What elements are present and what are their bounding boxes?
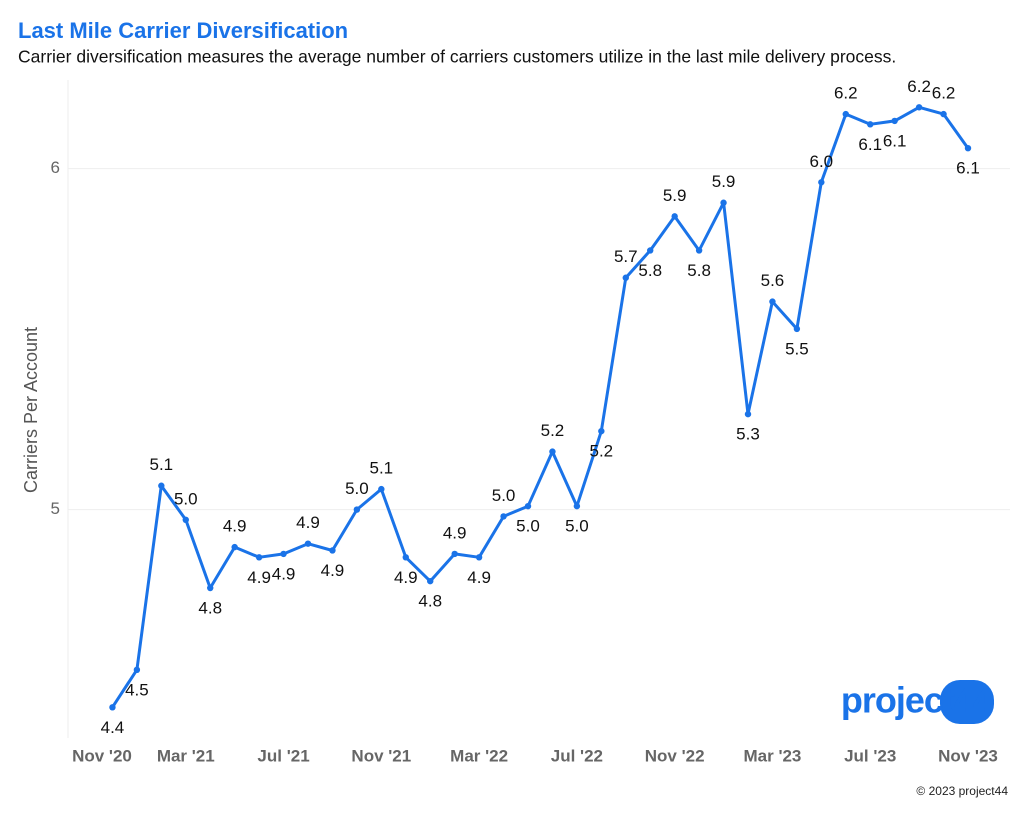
point xyxy=(622,274,629,281)
logo: project44 xyxy=(841,680,993,721)
point xyxy=(182,516,189,524)
point xyxy=(255,554,263,561)
point xyxy=(378,485,385,493)
point xyxy=(720,199,727,206)
value-label: 5.5 xyxy=(785,339,809,358)
value-label: 5.1 xyxy=(150,455,174,474)
x-tick-label: Nov '23 xyxy=(938,746,998,765)
point xyxy=(329,547,336,554)
x-tick-label: Nov '22 xyxy=(645,746,705,765)
point xyxy=(793,325,801,333)
point xyxy=(427,577,434,585)
value-label: 5.0 xyxy=(174,489,198,508)
point xyxy=(818,179,825,186)
x-tick-label: Mar '23 xyxy=(743,746,801,765)
value-label: 6.2 xyxy=(907,77,931,96)
x-tick-label: Nov '20 xyxy=(72,746,132,765)
y-tick-label: 5 xyxy=(51,499,60,518)
point xyxy=(549,448,556,455)
value-label: 4.9 xyxy=(247,568,271,587)
value-label: 5.0 xyxy=(565,517,589,536)
value-label: 5.0 xyxy=(516,517,540,536)
x-tick-label: Jul '21 xyxy=(257,746,309,765)
point xyxy=(867,121,874,128)
point xyxy=(500,513,507,520)
x-tick-label: Mar '22 xyxy=(450,746,508,765)
value-label: 4.9 xyxy=(443,523,467,542)
point xyxy=(964,144,972,152)
point xyxy=(280,550,287,558)
point xyxy=(109,704,116,711)
value-label: 5.9 xyxy=(712,172,736,191)
value-label: 4.9 xyxy=(467,568,491,587)
value-label: 4.9 xyxy=(296,513,320,532)
x-tick-label: Nov '21 xyxy=(351,746,411,765)
point xyxy=(744,410,752,418)
value-label: 4.5 xyxy=(125,680,149,699)
point xyxy=(573,502,581,510)
value-label: 6.1 xyxy=(858,135,882,154)
point xyxy=(695,247,703,254)
value-label: 4.8 xyxy=(418,592,442,611)
value-label: 5.8 xyxy=(638,261,662,280)
value-label: 6.0 xyxy=(810,152,834,171)
point xyxy=(158,482,165,489)
point xyxy=(647,247,654,254)
x-tick-label: Jul '22 xyxy=(551,746,603,765)
point xyxy=(353,506,361,513)
point xyxy=(915,104,923,111)
value-label: 6.1 xyxy=(956,159,980,178)
point xyxy=(671,213,678,220)
value-label: 4.9 xyxy=(394,568,418,587)
value-label: 5.0 xyxy=(492,486,516,505)
chart-subtitle: Carrier diversification measures the ave… xyxy=(18,47,896,67)
value-label: 5.9 xyxy=(663,186,687,205)
value-label: 5.8 xyxy=(687,261,711,280)
point xyxy=(231,543,238,551)
value-label: 5.0 xyxy=(345,479,369,498)
point xyxy=(769,298,776,305)
point xyxy=(475,554,483,561)
x-tick-label: Jul '23 xyxy=(844,746,896,765)
value-label: 6.2 xyxy=(834,84,858,103)
value-label: 4.9 xyxy=(223,517,247,536)
y-tick-label: 6 xyxy=(51,158,60,177)
value-label: 5.1 xyxy=(370,459,394,478)
point xyxy=(842,110,849,118)
x-tick-label: Mar '21 xyxy=(157,746,215,765)
logo-badge xyxy=(940,680,994,724)
point xyxy=(451,550,458,558)
point xyxy=(133,666,141,674)
value-label: 5.3 xyxy=(736,425,760,444)
value-label: 5.6 xyxy=(761,271,785,290)
value-label: 5.7 xyxy=(614,247,638,266)
point xyxy=(207,584,214,592)
point xyxy=(891,117,898,125)
value-label: 4.9 xyxy=(321,561,345,580)
point xyxy=(304,540,312,547)
line xyxy=(111,105,970,709)
point xyxy=(940,110,947,118)
value-label: 4.9 xyxy=(272,564,296,583)
value-label: 4.4 xyxy=(101,718,125,737)
y-axis-label: Carriers Per Account xyxy=(21,327,41,493)
point xyxy=(524,502,532,510)
value-label: 6.2 xyxy=(932,84,956,103)
value-label: 4.8 xyxy=(198,598,222,617)
value-label: 5.2 xyxy=(590,442,614,461)
footer: © 2023 project44 xyxy=(916,784,1008,798)
value-label: 5.2 xyxy=(541,421,565,440)
point xyxy=(402,554,409,561)
chart-title: Last Mile Carrier Diversification xyxy=(18,18,348,43)
point xyxy=(598,427,605,435)
value-label: 6.1 xyxy=(883,131,907,150)
